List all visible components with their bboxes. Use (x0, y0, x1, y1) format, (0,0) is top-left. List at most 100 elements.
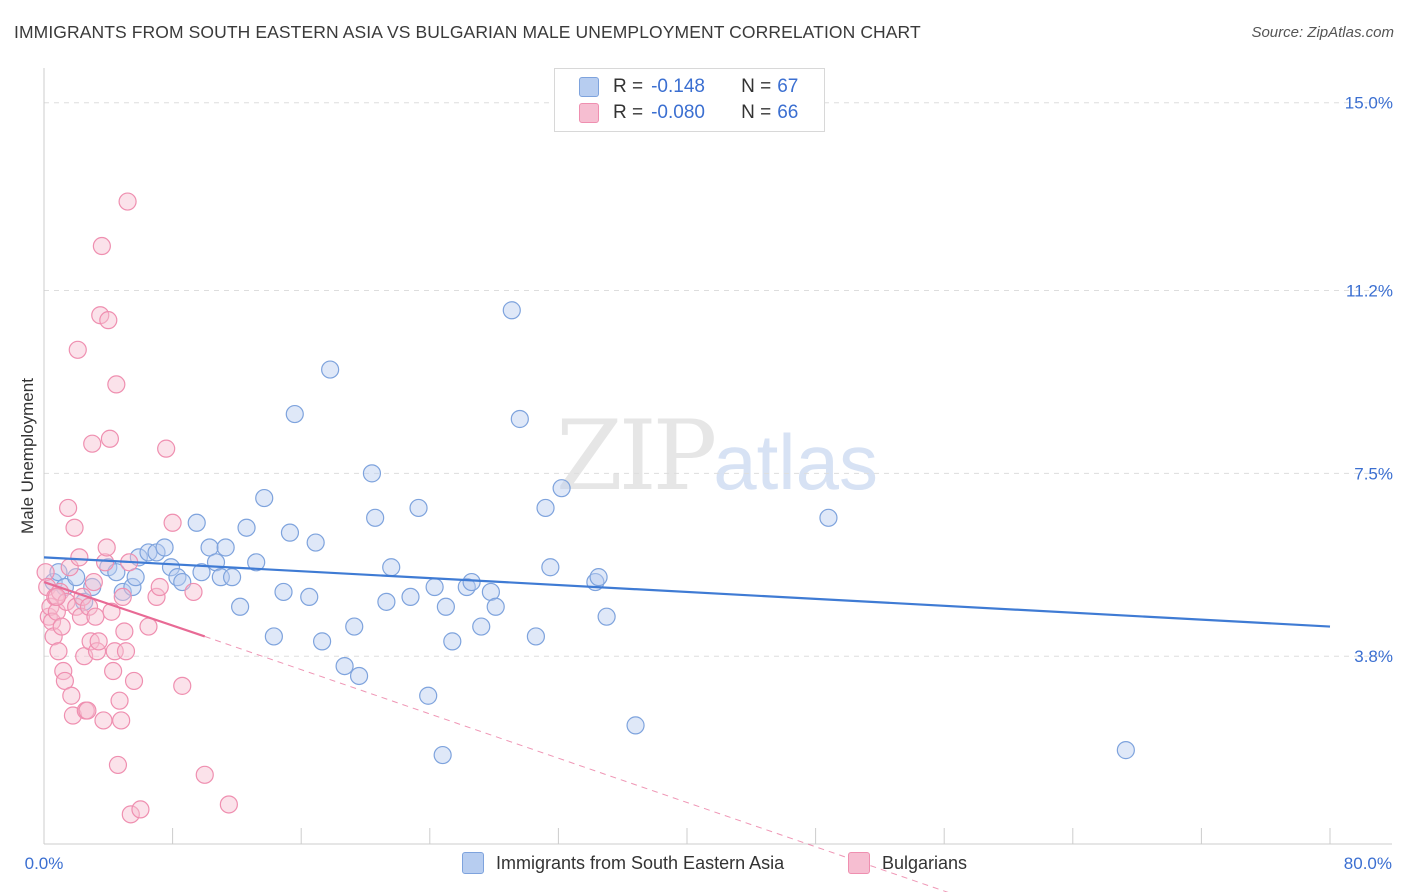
blue-point (335, 656, 354, 676)
blue-point (285, 404, 304, 424)
pink-point (147, 587, 166, 607)
y-tick-label: 11.2% (1346, 282, 1393, 301)
pink-point (121, 805, 140, 824)
blue-point (443, 632, 462, 651)
bottom-legend-blue: Immigrants from South Eastern Asia (462, 852, 784, 874)
blue-point (401, 587, 420, 607)
blue-point (231, 597, 250, 616)
blue-point (433, 745, 452, 765)
pink-point (118, 192, 137, 211)
bottom-legend-swatch-pink (848, 852, 870, 874)
y-tick-label: 3.8% (1354, 647, 1393, 666)
blue-point (510, 409, 529, 429)
pink-point (67, 597, 86, 616)
pink-point (110, 691, 129, 710)
blue-point (541, 558, 560, 577)
blue-point (419, 686, 438, 705)
bottom-legend-label-blue: Immigrants from South Eastern Asia (496, 852, 785, 873)
pink-point (113, 587, 132, 607)
blue-point (589, 568, 608, 587)
pink-trend-extension (204, 635, 949, 892)
pink-point (50, 582, 70, 602)
pink-point (59, 498, 78, 518)
blue-point (280, 523, 300, 542)
blue-point (123, 577, 142, 597)
blue-point (155, 538, 174, 557)
watermark-zip: ZIP (556, 400, 717, 512)
blue-point (502, 301, 521, 320)
blue-point (486, 597, 505, 616)
pink-point (104, 661, 123, 681)
pink-point (99, 311, 118, 330)
pink-point (92, 236, 111, 256)
pink-point (195, 765, 214, 784)
blue-point (425, 577, 444, 597)
pink-point (52, 617, 71, 636)
pink-point (108, 755, 128, 775)
pink-point (131, 800, 150, 819)
pink-point (65, 518, 84, 537)
pink-point (115, 622, 134, 641)
blue-point (67, 568, 86, 587)
legend-r-label: R = (613, 102, 644, 123)
blue-point (409, 498, 428, 518)
pink-point (219, 795, 238, 814)
blue-point (264, 627, 283, 646)
pink-point (78, 701, 97, 720)
blue-point (274, 582, 293, 602)
pink-point (173, 676, 192, 695)
blue-point (345, 617, 364, 636)
pink-point (49, 642, 68, 661)
blue-point (321, 360, 340, 379)
x-tick-label-min: 0.0% (25, 854, 64, 873)
blue-point (192, 563, 211, 582)
pink-point (89, 632, 108, 651)
legend-n-value: 66 (777, 102, 799, 123)
blue-point (536, 498, 555, 518)
legend-swatch-pink (579, 103, 599, 123)
pink-point (139, 617, 158, 636)
pink-point (68, 340, 87, 359)
pink-point (124, 671, 144, 691)
bottom-legend-pink: Bulgarians (848, 852, 967, 874)
y-tick-label: 7.5% (1354, 464, 1393, 483)
legend-row-pink: R = -0.080 N = 66 (579, 100, 798, 126)
pink-point (42, 612, 62, 631)
blue-point (472, 617, 491, 636)
source-label: Source: ZipAtlas.com (1251, 24, 1394, 41)
blue-point (300, 587, 319, 607)
watermark-atlas: atlas (713, 418, 878, 506)
bottom-legend-swatch-blue (462, 852, 484, 874)
pink-point (116, 642, 136, 661)
pink-point (36, 563, 55, 582)
pink-point (62, 686, 81, 705)
blue-point (306, 533, 325, 552)
blue-point (362, 464, 382, 483)
blue-point (436, 597, 455, 616)
legend-r-value: -0.148 (651, 76, 705, 97)
legend-n-label: N = (741, 76, 772, 97)
blue-point (113, 582, 132, 602)
pink-point (97, 538, 116, 557)
blue-point (255, 488, 274, 508)
blue-point (462, 572, 481, 592)
pink-point (95, 553, 115, 572)
pink-trend-line (43, 581, 206, 638)
pink-point (94, 711, 113, 730)
legend-r-label: R = (613, 76, 644, 97)
blue-point (247, 553, 266, 572)
y-axis-label: Male Unemployment (18, 378, 37, 534)
blue-point (1116, 741, 1135, 760)
pink-point (163, 513, 182, 532)
pink-point (70, 548, 89, 567)
legend-n-label: N = (741, 102, 772, 123)
watermark: ZIPatlas (556, 400, 878, 512)
blue-point (222, 568, 242, 587)
blue-point (526, 627, 545, 646)
pink-point (107, 375, 126, 394)
chart-title: IMMIGRANTS FROM SOUTH EASTERN ASIA VS BU… (14, 22, 921, 42)
blue-point (377, 592, 396, 611)
pink-point (112, 711, 131, 730)
pink-point (84, 572, 103, 592)
